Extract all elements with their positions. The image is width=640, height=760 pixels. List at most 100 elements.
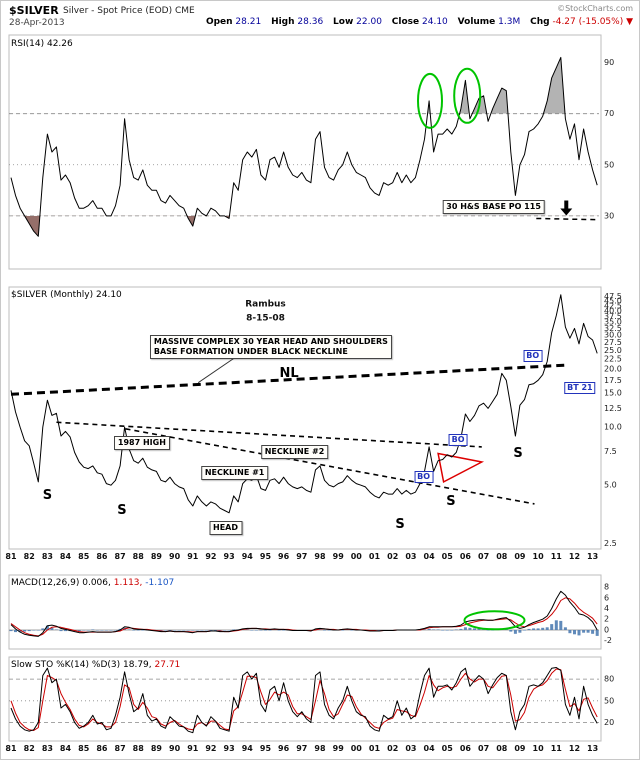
copyright: ©StockCharts.com <box>557 4 633 13</box>
price-x-axis-label: 81 <box>5 552 17 561</box>
sto-x-axis-label: 01 <box>369 744 381 753</box>
rsi-y-axis-label: 50 <box>604 160 614 169</box>
sto-x-axis-label: 99 <box>333 744 345 753</box>
sto-x-axis-label: 96 <box>278 744 290 753</box>
macd-histogram <box>282 630 286 631</box>
price-y-axis-label: 22.5 <box>604 355 622 364</box>
price-x-axis-label: 82 <box>24 552 35 561</box>
price-x-axis-label: 05 <box>442 552 454 561</box>
price-x-axis-label: 00 <box>351 552 363 561</box>
macd-histogram <box>518 630 522 633</box>
macd-histogram <box>50 627 54 630</box>
price-y-axis-label: 10.0 <box>604 423 622 432</box>
macd-histogram <box>468 627 472 630</box>
macd-title-text: MACD(12,26,9) <box>11 578 80 588</box>
price-y-axis-label: 25.0 <box>604 346 622 355</box>
sto-x-axis-label: 86 <box>96 744 108 753</box>
price-x-axis-label: 06 <box>460 552 472 561</box>
low-value: 22.00 <box>356 17 382 27</box>
price-y-axis-label: 40.0 <box>604 307 622 316</box>
price-x-axis-label: 91 <box>187 552 199 561</box>
macd-histogram <box>168 630 172 631</box>
price-y-axis-label: 5.0 <box>604 481 617 490</box>
sto-x-axis-label: 08 <box>496 744 508 753</box>
chart-date: 28-Apr-2013 <box>9 18 65 28</box>
macd-y-axis-label: 6 <box>604 593 609 602</box>
price-x-axis-label: 11 <box>551 552 563 561</box>
macd-histogram <box>159 630 163 631</box>
macd-histogram <box>127 629 131 630</box>
high-label: High <box>271 17 295 27</box>
macd-histogram <box>195 630 199 631</box>
macd-histogram <box>459 628 463 630</box>
neckline-2 <box>56 421 482 448</box>
neckline-nl <box>10 363 570 396</box>
macd-histogram <box>182 630 186 631</box>
sto-x-axis-label: 89 <box>151 744 163 753</box>
price-y-axis-label: 7.5 <box>604 447 617 456</box>
macd-histogram <box>445 630 449 631</box>
note-pointer-line <box>197 356 237 384</box>
sto-k-value: 18.79, <box>123 660 152 670</box>
macd-histogram <box>350 630 354 631</box>
sto-x-axis-label: 84 <box>60 744 72 753</box>
macd-histogram <box>254 630 258 631</box>
macd-histogram <box>173 630 177 631</box>
macd-histogram <box>54 629 58 630</box>
macd-histogram <box>550 624 554 630</box>
macd-histogram <box>486 630 490 631</box>
macd-line <box>10 590 598 637</box>
macd-histogram <box>473 628 476 630</box>
volume-value: 1.3M <box>498 17 521 27</box>
rsi-y-axis-label: 90 <box>604 58 614 67</box>
macd-histogram <box>341 630 345 631</box>
macd-histogram <box>377 630 381 631</box>
macd-histogram <box>527 628 531 630</box>
macd-histogram <box>436 629 440 630</box>
price-x-axis-label: 07 <box>478 552 489 561</box>
price-y-axis-label: 45.0 <box>604 297 622 306</box>
macd-histogram <box>136 630 140 631</box>
price-y-axis-label: 35.0 <box>604 318 622 327</box>
macd-histogram <box>27 630 31 632</box>
price-title-text: $SILVER (Monthly) <box>11 290 94 300</box>
rsi-line <box>10 56 598 237</box>
sto-x-axis-label: 81 <box>5 744 17 753</box>
price-y-axis-label: 32.5 <box>604 324 622 333</box>
price-x-axis-label: 86 <box>96 552 108 561</box>
macd-histogram <box>141 630 145 631</box>
price-x-axis-label: 04 <box>424 552 436 561</box>
green-circle-1 <box>417 72 443 129</box>
down-arrow-icon: ▼ <box>626 17 633 27</box>
sto-x-axis-label: 09 <box>514 744 526 753</box>
macd-histogram <box>36 630 40 631</box>
macd-histogram <box>318 629 322 630</box>
sto-x-axis-label: 05 <box>442 744 454 753</box>
macd-histogram <box>232 629 236 630</box>
macd-histogram <box>586 630 590 633</box>
macd-histogram <box>513 630 517 634</box>
low-label: Low <box>333 17 354 27</box>
po-arrow <box>560 200 573 216</box>
price-y-axis-label: 12.5 <box>604 404 622 413</box>
macd-histogram <box>536 628 540 630</box>
macd-histogram <box>568 630 572 634</box>
rsi-panel-border <box>8 34 602 270</box>
macd-histogram <box>323 630 326 631</box>
macd-histogram <box>264 630 267 631</box>
price-x-axis-label: 95 <box>260 552 272 561</box>
sto-x-axis-label: 87 <box>115 744 126 753</box>
price-x-axis-label: 94 <box>242 552 254 561</box>
macd-y-axis-label: 0 <box>604 626 609 635</box>
macd-histogram <box>204 630 208 631</box>
volume-label: Volume <box>457 17 496 27</box>
price-x-axis-label: 92 <box>205 552 216 561</box>
close-value: 24.10 <box>422 17 448 27</box>
macd-histogram <box>327 630 331 631</box>
sto-y-axis-label: 80 <box>604 675 614 684</box>
rsi-fill-above-70 <box>427 57 566 114</box>
rsi-fill-below-30 <box>11 215 598 237</box>
sto-x-axis-label: 03 <box>405 744 416 753</box>
price-x-axis-label: 83 <box>42 552 53 561</box>
